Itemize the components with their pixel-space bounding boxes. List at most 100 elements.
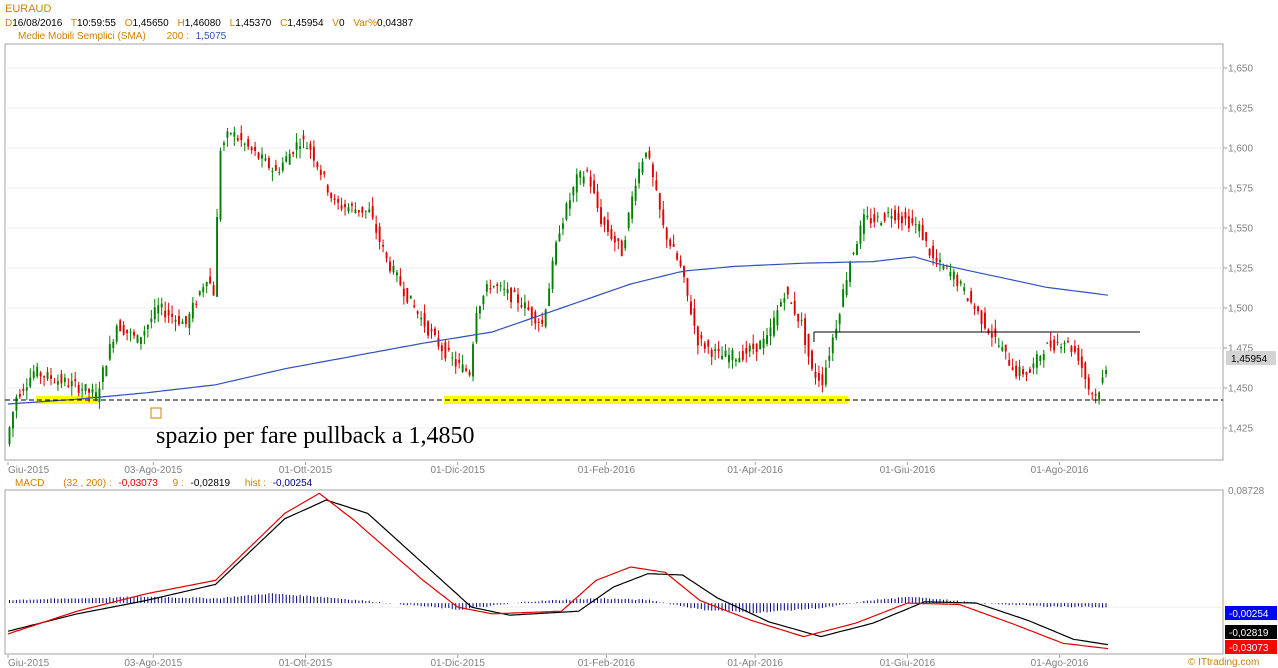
date-value: 16/08/2016 [12,18,62,29]
candle-body [468,371,471,376]
candle-body [596,191,599,208]
candle-body [721,355,724,360]
candle-body [67,385,70,387]
price-y-tick-label: 1,525 [1228,264,1253,275]
candle-body [364,210,367,212]
sma-label: Medie Mobili Semplici (SMA) [18,31,146,42]
candle-body [537,322,540,324]
candle-body [77,385,80,393]
candle-body [139,337,142,345]
candle-body [513,289,516,292]
candle-body [883,213,886,221]
candle-body [150,318,153,322]
x-tick-label: 01-Apr-2016 [727,465,783,476]
candle-body [779,302,782,307]
close-key: C [280,18,287,29]
macd-label: MACD [15,478,44,489]
candle-body [745,347,748,354]
candle-body [551,260,554,290]
candle-body [662,209,665,226]
candle-body [22,388,25,391]
candle-body [1060,346,1063,349]
candle-body [984,312,986,329]
signal-line [7,499,1109,646]
x-tick-label: 01-Giu-2016 [880,658,936,668]
varpct-value: 0,04387 [377,18,414,29]
candle-body [81,389,84,391]
candle-body [786,286,789,295]
open-value: 1,45650 [133,18,170,29]
candle-body [921,224,924,241]
candle-body [46,371,49,379]
candle-body [395,272,398,276]
candle-body [475,313,478,343]
time-key: T [71,18,77,29]
candle-body [603,217,606,225]
high-value: 1,46080 [185,18,222,29]
candle-body [517,294,519,303]
high-key: H [177,18,184,29]
candle-body [1101,377,1104,383]
candle-body [939,259,941,262]
candle-body [250,147,253,151]
candle-body [769,327,772,337]
price-y-tick-label: 1,475 [1228,344,1253,355]
sma-period: 200 : [167,31,189,42]
price-y-tick-label: 1,650 [1228,64,1253,75]
candle-body [323,171,326,175]
candle-body [610,229,613,240]
candle-body [88,388,91,393]
price-y-tick-label: 1,600 [1228,144,1253,155]
candle-body [285,156,288,162]
candle-body [337,198,340,203]
candle-body [482,295,485,305]
candle-body [679,260,682,267]
candle-body [741,351,744,360]
candle-body [963,287,966,292]
candle-body [586,170,589,172]
candle-body [523,302,526,309]
candle-body [901,216,903,224]
candle-body [866,215,869,218]
candle-body [776,310,779,326]
candle-body [219,150,222,220]
candle-body [952,271,955,280]
hist-badge-label: -0,00254 [1229,609,1269,620]
candle-body [738,358,741,363]
macd-header: MACD (32 , 200) : -0,03073 9 : -0,02819 … [15,478,313,489]
candle-body [1070,346,1073,352]
candle-body [859,225,862,245]
candle-body [444,342,447,359]
sma-header: Medie Mobili Semplici (SMA) 200 : 1,5075 [18,31,227,42]
close-value: 1,45954 [287,18,324,29]
candle-body [181,321,184,324]
candle-body [568,200,571,209]
candle-body [759,340,762,350]
candle-body [869,218,872,224]
candle-body [620,240,623,257]
candle-body [423,312,426,327]
candle-body [247,138,250,147]
candle-body [153,307,156,320]
candle-body [112,341,115,349]
hist-header-value: -0,00254 [273,478,313,489]
candle-body [897,213,900,220]
candle-body [658,193,661,210]
macd-y-tick: 0,08728 [1228,486,1265,497]
candle-body [326,185,329,193]
candle-body [707,340,710,347]
x-tick-label: 01-Feb-2016 [578,465,636,476]
candle-body [261,154,263,159]
volume-key: V [332,18,339,29]
x-tick-label: 03-Ago-2015 [124,465,182,476]
candle-body [236,138,239,141]
annotation-marker [150,407,162,419]
candle-body [146,325,149,329]
macd-header-value: -0,03073 [118,478,158,489]
candle-body [852,252,855,254]
candle-body [1087,377,1090,390]
candle-body [748,345,751,352]
candle-body [527,307,530,310]
candle-body [167,310,170,316]
volume-value: 0 [339,18,345,29]
